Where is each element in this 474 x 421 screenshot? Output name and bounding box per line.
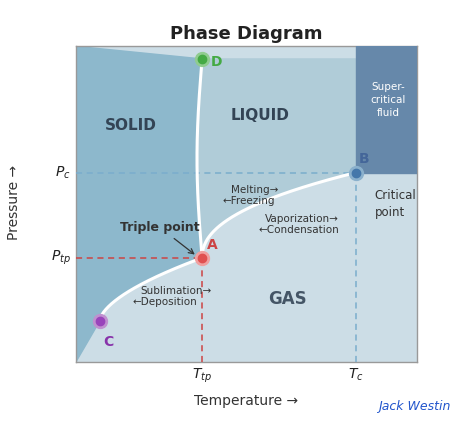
- Text: $T_{tp}$: $T_{tp}$: [192, 366, 212, 384]
- Text: A: A: [207, 237, 218, 251]
- Text: SOLID: SOLID: [104, 118, 156, 133]
- Text: ←Deposition: ←Deposition: [132, 297, 197, 307]
- Text: C: C: [103, 335, 113, 349]
- Text: GAS: GAS: [268, 290, 307, 308]
- Text: $P_{tp}$: $P_{tp}$: [51, 249, 71, 267]
- Text: Jack Westin: Jack Westin: [378, 400, 450, 413]
- Text: D: D: [210, 55, 222, 69]
- Polygon shape: [356, 46, 417, 173]
- Text: Critical
point: Critical point: [374, 189, 416, 219]
- Text: Phase Diagram: Phase Diagram: [170, 25, 323, 43]
- Text: $P_c$: $P_c$: [55, 165, 71, 181]
- Text: ←Condensation: ←Condensation: [258, 224, 339, 234]
- Text: Pressure →: Pressure →: [7, 165, 21, 240]
- Text: Vaporization→: Vaporization→: [265, 213, 339, 224]
- Text: Melting→: Melting→: [231, 185, 279, 195]
- Text: B: B: [359, 152, 370, 166]
- Text: ←Freezing: ←Freezing: [223, 196, 275, 206]
- Text: Temperature →: Temperature →: [194, 394, 299, 408]
- Text: LIQUID: LIQUID: [231, 108, 290, 123]
- Text: Sublimation→: Sublimation→: [141, 286, 212, 296]
- Text: $T_c$: $T_c$: [348, 366, 364, 383]
- Polygon shape: [197, 59, 356, 258]
- Text: Triple point: Triple point: [120, 221, 200, 254]
- Text: Super-
critical
fluid: Super- critical fluid: [370, 82, 406, 118]
- Polygon shape: [76, 46, 202, 362]
